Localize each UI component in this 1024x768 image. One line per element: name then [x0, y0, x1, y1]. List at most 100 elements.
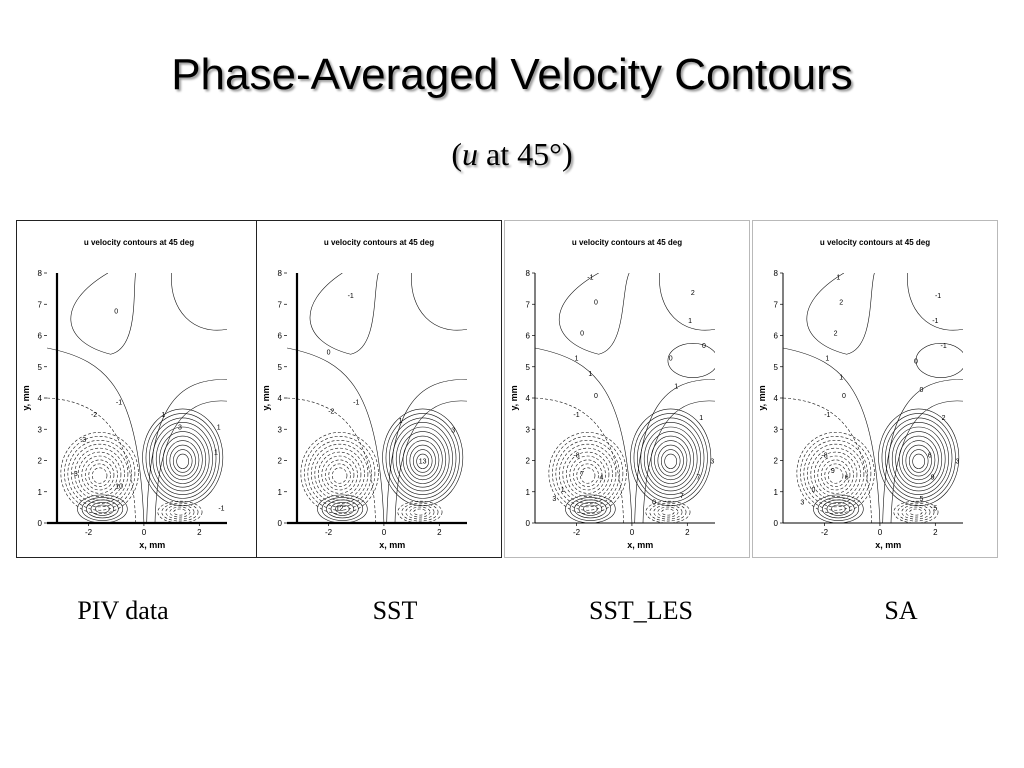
contour-positive-outer	[394, 400, 467, 523]
contour-negative	[555, 439, 620, 508]
contour-negative	[807, 443, 865, 504]
contour-wall	[317, 494, 368, 523]
contour-panel-piv: u velocity contours at 45 deg 0 1 2 3 4 5 6 7 8 -2…	[16, 220, 262, 558]
contour-label: -1	[824, 412, 830, 419]
x-axis-label: x, mm	[627, 540, 653, 550]
contour-label: -1	[587, 274, 593, 281]
contour-wall	[653, 504, 683, 520]
contour-label: -1	[940, 343, 946, 350]
contour-wall	[409, 506, 431, 518]
contour-label: 0	[580, 331, 584, 338]
contour-upper	[70, 273, 136, 355]
contour-label: -1	[932, 318, 938, 325]
contour-positive	[145, 413, 220, 503]
contour-positive	[399, 431, 447, 488]
y-tick-label: 0	[278, 519, 283, 528]
contour-negative	[300, 432, 379, 514]
contour-zero	[634, 378, 715, 523]
contour-wall	[169, 506, 191, 518]
contour-wall	[909, 508, 923, 516]
contour-label: 3	[552, 496, 556, 503]
contour-plot-sa: u velocity contours at 45 deg 0 1 2 3 4 5 6 7 8 -2…	[757, 238, 963, 550]
contour-zero	[146, 378, 227, 523]
plot-title: u velocity contours at 45 deg	[820, 238, 930, 247]
y-tick-label: 4	[38, 394, 43, 403]
contour-negative	[317, 451, 362, 498]
contour-label: 7	[680, 493, 684, 500]
contour-negative	[77, 451, 122, 498]
contour-label: 5	[920, 496, 924, 503]
y-tick-label: 3	[774, 425, 779, 434]
contour-positive	[162, 435, 203, 484]
contour-wall	[81, 497, 124, 521]
contour-upper	[915, 343, 963, 378]
contour-positive	[654, 440, 688, 481]
y-tick-label: 1	[278, 488, 283, 497]
contour-wall	[413, 508, 427, 516]
contour-negative	[307, 439, 372, 508]
y-tick-label: 6	[526, 332, 531, 341]
contour-positive	[664, 453, 678, 469]
contour-negative	[559, 443, 617, 504]
y-axis-label: y, mm	[261, 385, 271, 410]
contour-positive	[637, 417, 705, 499]
contour-upper	[411, 273, 467, 331]
contour-label: 0	[914, 359, 918, 366]
contour-label: -1	[348, 293, 354, 300]
y-tick-label: 7	[278, 300, 283, 309]
contour-wall	[905, 506, 927, 518]
y-tick-label: 8	[774, 269, 779, 278]
contour-negative	[548, 432, 627, 514]
contour-upper	[806, 273, 875, 355]
contour-label: 1	[217, 424, 221, 431]
contour-positive	[149, 417, 217, 499]
subtitle-variable: u	[462, 136, 479, 172]
contour-negative-outer	[783, 397, 872, 523]
y-tick-label: 2	[526, 457, 531, 466]
contour-positive	[155, 426, 210, 492]
contour-upper	[659, 273, 715, 331]
contour-plot-sst: u velocity contours at 45 deg012345678-2…	[261, 238, 467, 550]
plot-title: u velocity contours at 45 deg	[324, 238, 434, 247]
contour-positive	[891, 426, 946, 492]
contour-negative	[67, 439, 132, 508]
contour-wall	[165, 504, 195, 520]
contour-negative	[820, 459, 851, 491]
contour-wall	[831, 504, 846, 514]
contour-wall	[86, 499, 119, 519]
contour-negative	[331, 467, 348, 484]
contour-label: 5	[933, 506, 937, 513]
contour-negative	[796, 432, 875, 514]
contour-label: 9	[931, 474, 935, 481]
y-tick-label: 0	[774, 519, 779, 528]
contour-positive	[142, 408, 224, 507]
contour-positive	[159, 431, 207, 488]
contour-negative	[60, 432, 139, 514]
caption-sst-les: SST_LES	[588, 596, 694, 625]
y-tick-label: 3	[38, 425, 43, 434]
plot-title: u velocity contours at 45 deg	[572, 238, 682, 247]
contour-negative	[311, 443, 369, 504]
contour-label: -2	[91, 412, 97, 419]
contour-label: -1	[573, 412, 579, 419]
contour-label: 2	[834, 331, 838, 338]
contour-wall	[822, 499, 855, 519]
contour-upper	[309, 273, 379, 355]
contour-negative	[81, 455, 118, 494]
contour-negative-outer	[47, 397, 136, 523]
contour-label: 1	[588, 371, 592, 378]
contour-panel-sst-les: u velocity contours at 45 deg 0 1 2 3 4 5 6 7 8 -2…	[504, 220, 750, 558]
contour-negative	[824, 463, 847, 487]
contour-label: 0	[327, 349, 331, 356]
slide-subtitle: (u at 45°)	[0, 136, 1024, 173]
contour-lines	[47, 273, 227, 523]
contour-positive	[888, 422, 949, 495]
contour-wall	[90, 502, 115, 516]
y-tick-label: 8	[526, 269, 531, 278]
contour-negative	[88, 463, 111, 487]
slide-title: Phase-Averaged Velocity Contours	[171, 50, 853, 99]
contour-label: 1	[839, 374, 843, 381]
contour-wall	[326, 499, 359, 519]
contour-wall	[161, 502, 199, 522]
contour-label: -2	[328, 409, 334, 416]
